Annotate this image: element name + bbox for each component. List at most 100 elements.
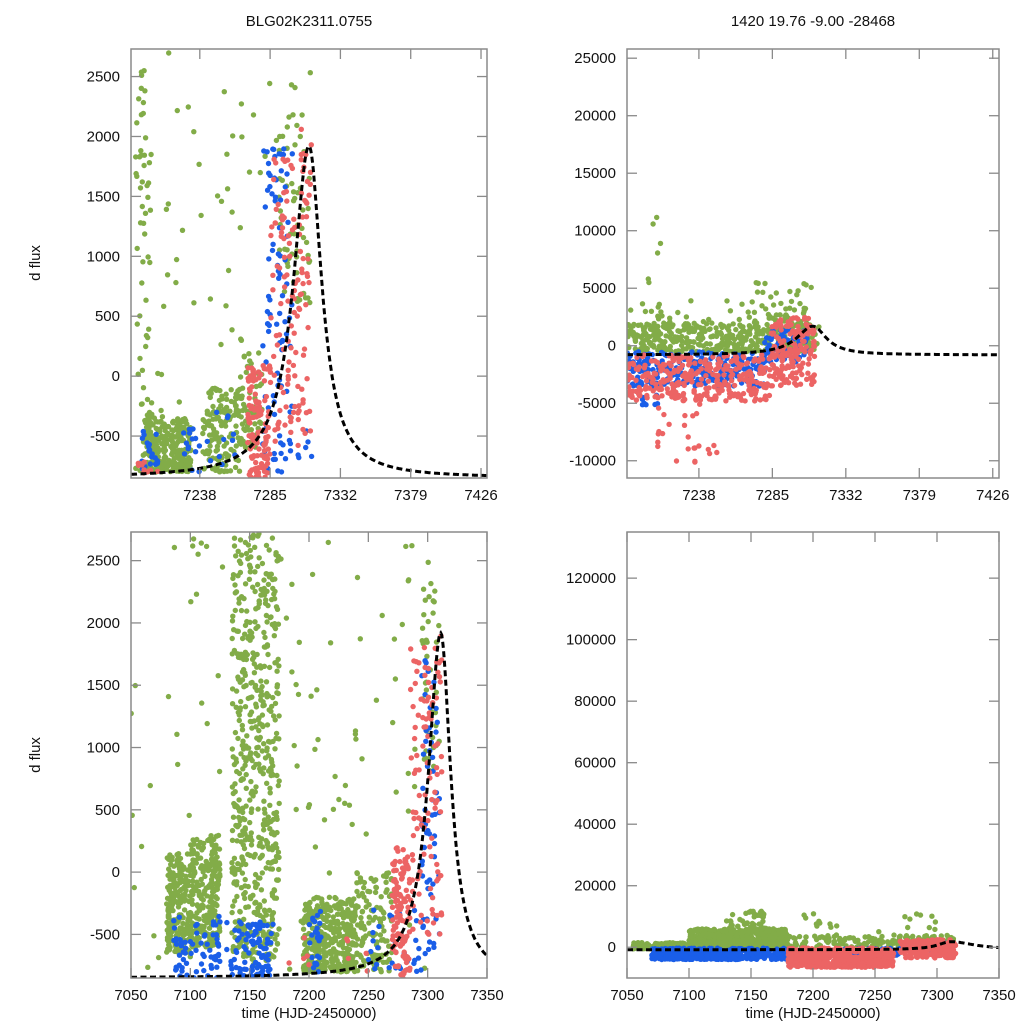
data-point [171, 455, 177, 461]
data-point [242, 825, 248, 831]
data-point [166, 457, 172, 464]
data-point [270, 287, 276, 293]
data-point [350, 934, 356, 940]
data-point [781, 378, 787, 384]
data-point [381, 928, 387, 934]
data-point [296, 454, 302, 461]
data-point [239, 635, 246, 642]
data-point [685, 357, 691, 363]
data-point [684, 377, 690, 383]
data-point [247, 797, 253, 803]
data-point [421, 724, 427, 730]
data-point [758, 364, 764, 370]
data-point [649, 379, 655, 385]
data-point [268, 232, 274, 239]
data-point [163, 435, 169, 441]
data-point [285, 219, 291, 225]
data-point [243, 550, 250, 557]
data-point [209, 872, 215, 879]
data-point [404, 967, 410, 973]
data-point [164, 935, 171, 941]
data-point [257, 925, 263, 931]
data-point [660, 379, 666, 385]
data-point [252, 421, 258, 427]
data-point [179, 872, 185, 878]
data-point [630, 329, 636, 336]
data-point [243, 966, 249, 973]
data-point [300, 234, 307, 241]
data-point [366, 914, 372, 920]
data-point [254, 965, 260, 971]
data-point [638, 340, 645, 347]
data-point [232, 729, 239, 736]
x-tick-label: 7100 [174, 987, 207, 1004]
data-point [789, 359, 795, 365]
data-point [254, 581, 261, 588]
data-point [719, 383, 725, 389]
data-point [142, 210, 149, 216]
data-point [164, 272, 171, 278]
data-point [235, 735, 241, 742]
data-point [238, 414, 244, 420]
data-point [198, 923, 205, 929]
data-point [747, 344, 753, 350]
data-point [146, 421, 153, 427]
data-point [211, 846, 217, 853]
data-point [723, 398, 729, 404]
data-point [357, 875, 364, 881]
data-point [666, 324, 672, 330]
data-point [282, 184, 288, 190]
data-point [306, 279, 312, 286]
data-point [292, 195, 298, 202]
data-point [354, 936, 361, 942]
data-point [287, 966, 293, 972]
data-point [643, 378, 650, 384]
data-point [208, 833, 214, 839]
data-point [230, 865, 237, 871]
data-point [182, 945, 189, 951]
data-point [235, 628, 241, 634]
data-point [176, 461, 182, 467]
data-point [288, 345, 294, 351]
data-point [307, 299, 313, 306]
data-point [292, 373, 298, 379]
data-point [414, 825, 420, 832]
data-point [351, 896, 357, 902]
data-point [229, 651, 235, 657]
data-point [361, 879, 368, 886]
data-point [270, 921, 276, 927]
data-point [258, 697, 264, 703]
data-point [764, 321, 770, 328]
data-point [194, 934, 201, 940]
data-point [175, 904, 182, 910]
data-point [689, 372, 695, 379]
data-point [724, 343, 731, 349]
data-point [285, 367, 291, 373]
data-point [288, 323, 294, 329]
data-point [228, 958, 234, 965]
data-point [305, 945, 311, 951]
data-point [285, 381, 291, 387]
data-point [305, 324, 311, 331]
data-point [259, 722, 265, 728]
data-point [211, 956, 217, 962]
data-point [746, 323, 753, 329]
data-point [236, 596, 242, 602]
data-point [238, 651, 244, 657]
data-point [794, 292, 800, 298]
data-point [289, 151, 295, 157]
data-point [309, 932, 315, 938]
data-point [797, 300, 803, 307]
data-point [148, 400, 155, 406]
data-point [678, 338, 685, 344]
data-point [784, 351, 790, 357]
data-point [140, 385, 147, 391]
data-point [428, 853, 434, 860]
data-point [272, 936, 278, 942]
data-point [242, 837, 248, 843]
data-point [231, 412, 237, 418]
data-point [202, 873, 208, 880]
data-point [698, 393, 705, 400]
data-point [210, 886, 216, 892]
data-point [731, 382, 738, 389]
